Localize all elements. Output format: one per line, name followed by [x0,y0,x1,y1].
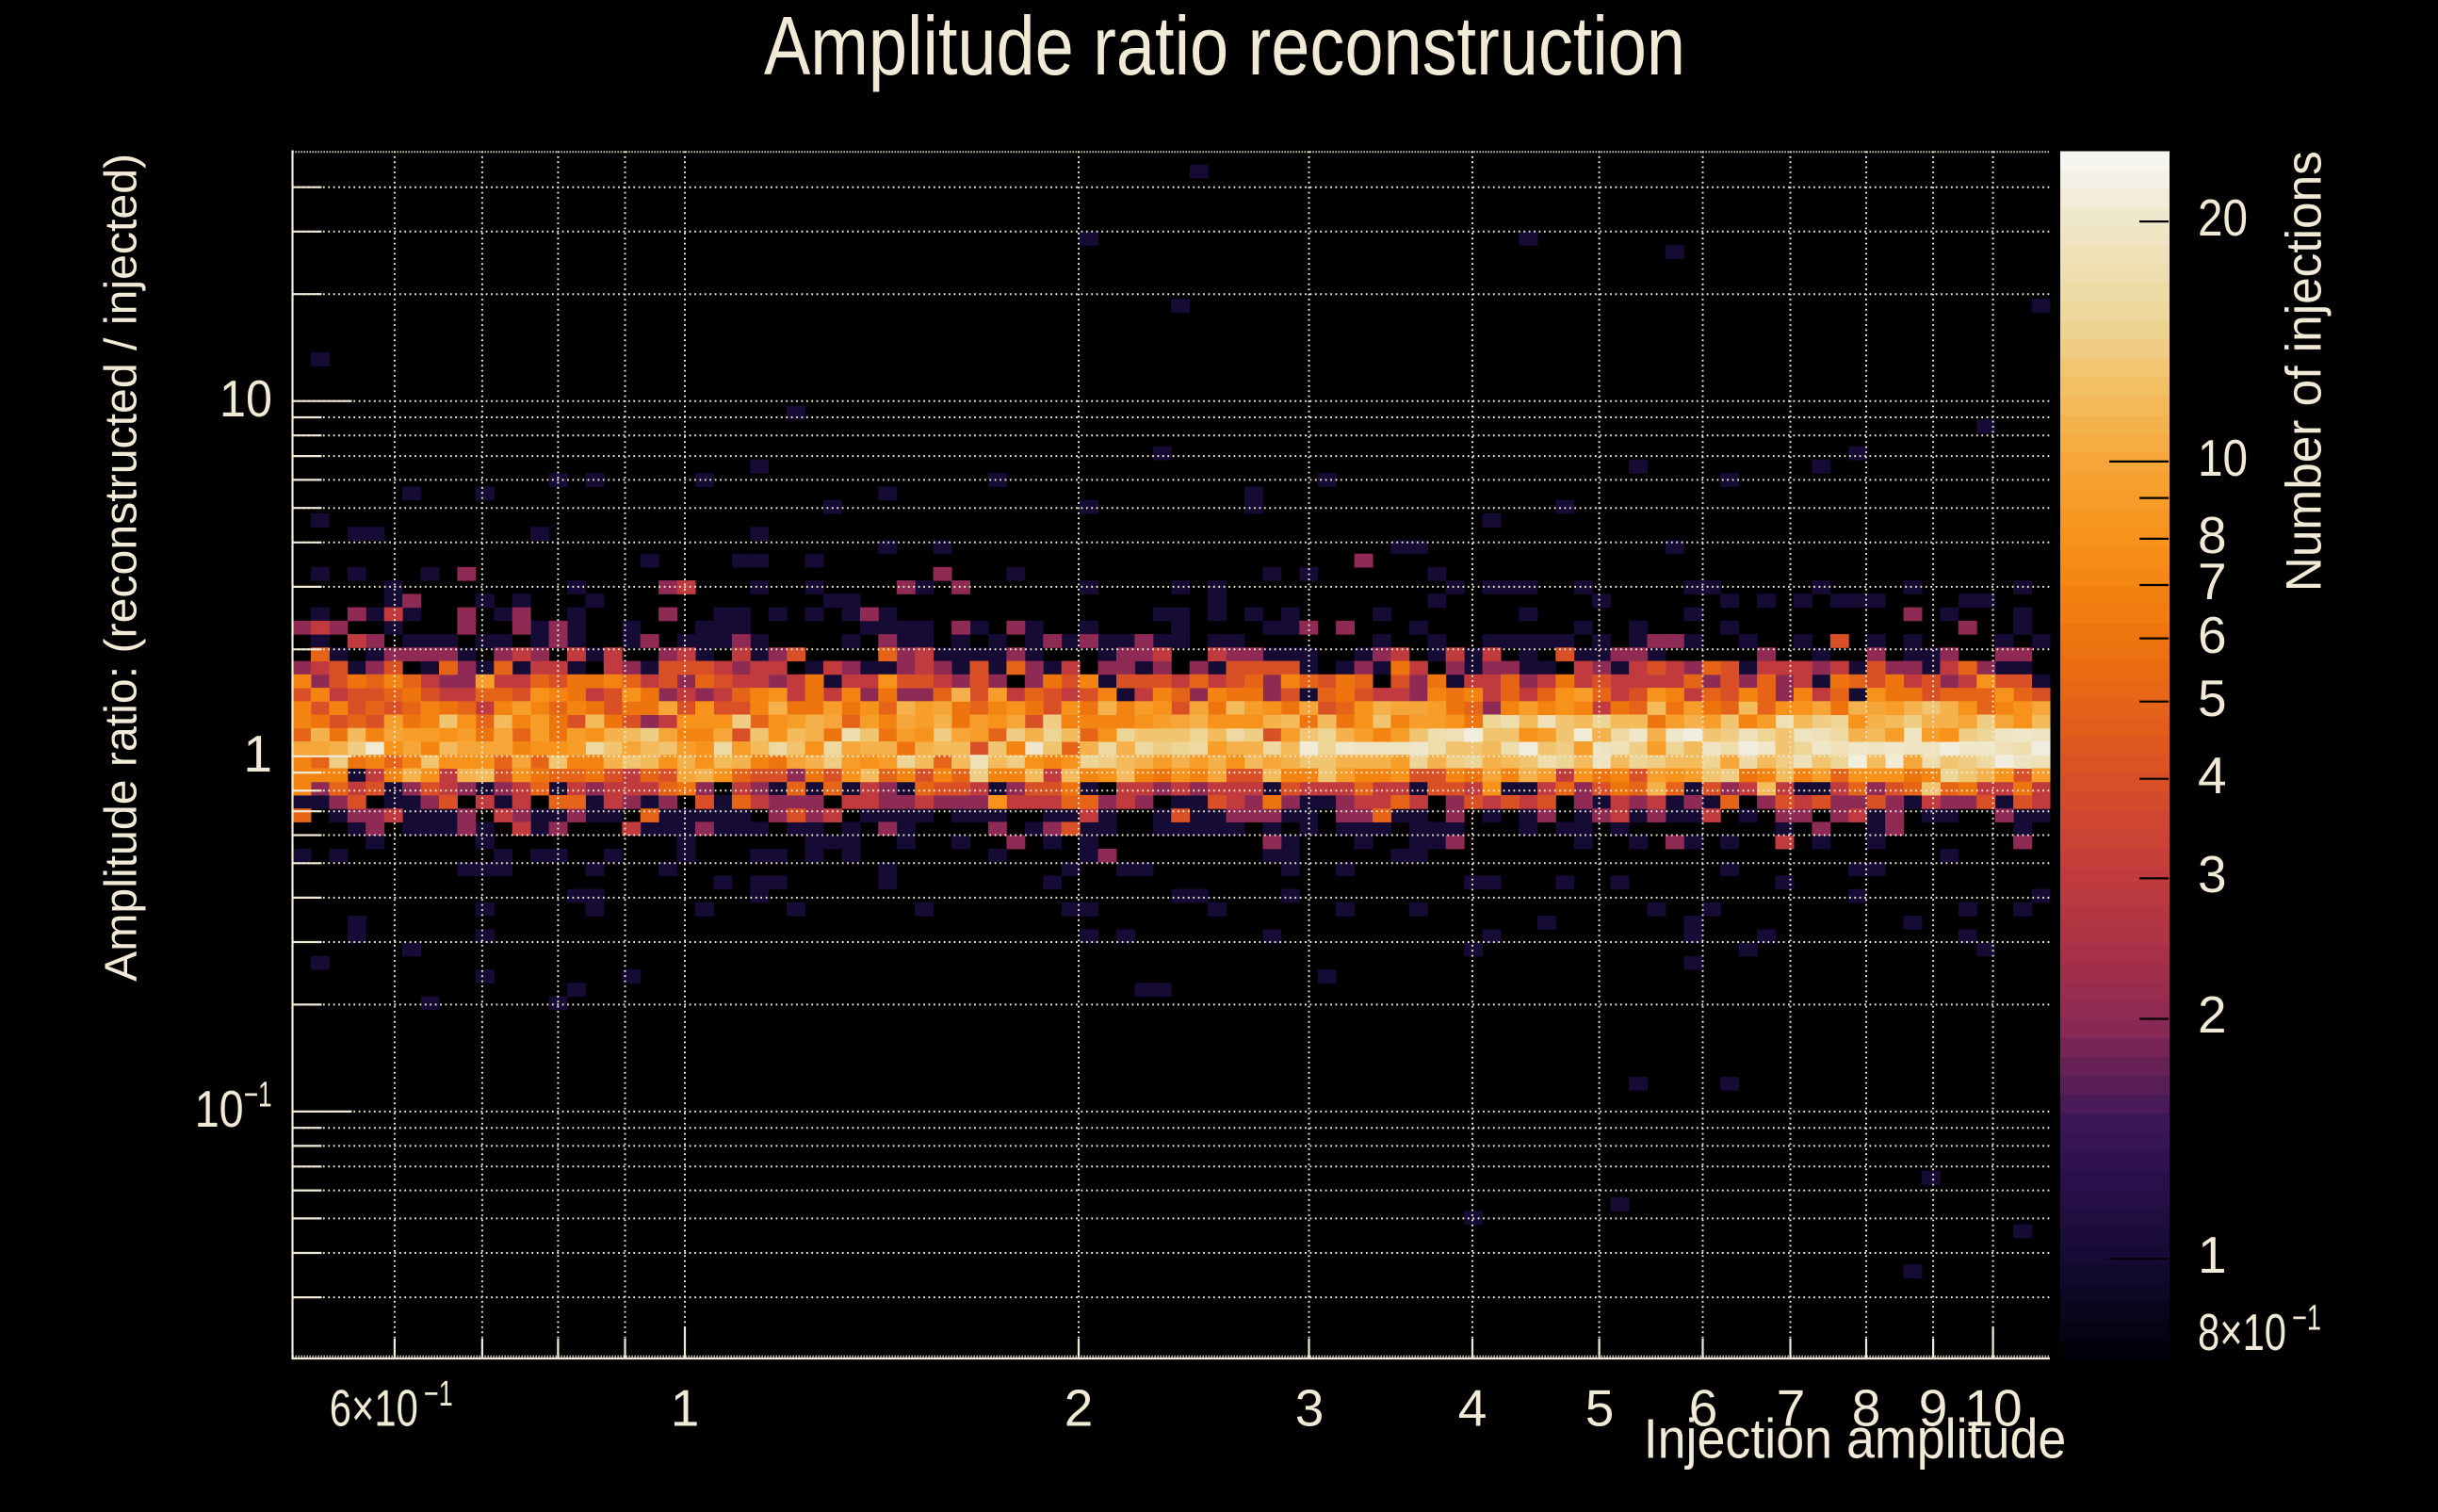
svg-text:1: 1 [243,724,272,783]
svg-text:8: 8 [1852,1378,1881,1437]
svg-text:20: 20 [2198,188,2248,247]
svg-text:5: 5 [2198,669,2227,727]
svg-text:10: 10 [2198,429,2248,487]
svg-text:6×10−1: 6×10 −1 [330,1374,453,1438]
svg-text:2: 2 [2198,985,2227,1044]
svg-text:3: 3 [2198,845,2227,903]
svg-text:8×10−1: 8×10 −1 [2198,1299,2321,1362]
svg-text:7: 7 [2198,552,2227,610]
svg-text:10−1: 10−1 [195,1076,272,1139]
svg-text:9: 9 [1919,1378,1948,1437]
svg-text:6: 6 [2198,606,2227,664]
svg-text:4: 4 [1458,1378,1487,1437]
svg-text:1: 1 [2198,1226,2227,1284]
svg-text:Amplitude ratio: (reconstructe: Amplitude ratio: (reconstructed / inject… [97,154,147,982]
svg-text:4: 4 [2198,746,2227,805]
svg-text:3: 3 [1295,1378,1325,1437]
svg-text:6: 6 [1689,1378,1718,1437]
svg-text:5: 5 [1585,1378,1615,1437]
svg-text:1: 1 [671,1378,700,1437]
svg-text:2: 2 [1065,1378,1094,1437]
svg-text:7: 7 [1777,1378,1806,1437]
svg-text:10: 10 [1964,1378,2022,1437]
svg-text:8: 8 [2198,506,2227,564]
svg-text:Amplitude ratio reconstruction: Amplitude ratio reconstruction [764,0,1685,92]
svg-text:10: 10 [219,369,272,428]
svg-text:Injection amplitude: Injection amplitude [1644,1408,2067,1471]
svg-text:Number of injections: Number of injections [2277,151,2332,592]
